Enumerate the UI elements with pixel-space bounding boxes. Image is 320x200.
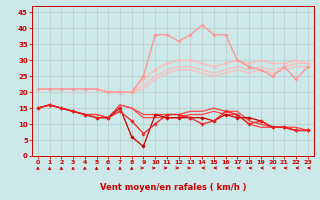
Text: Vent moyen/en rafales ( km/h ): Vent moyen/en rafales ( km/h ) — [100, 184, 246, 192]
